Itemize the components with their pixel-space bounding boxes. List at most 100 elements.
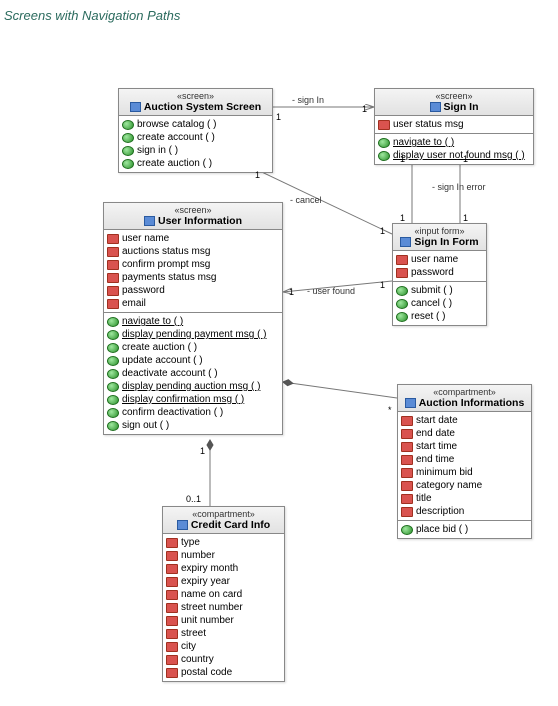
class-header: «screen»Sign In: [375, 89, 533, 116]
class-name: Sign In: [379, 101, 529, 113]
class-header: «screen»Auction System Screen: [119, 89, 272, 116]
attribute-row[interactable]: email: [104, 297, 282, 310]
attribute-row[interactable]: confirm prompt msg: [104, 258, 282, 271]
attribute-row[interactable]: country: [163, 653, 284, 666]
operation-row[interactable]: create auction ( ): [104, 341, 282, 354]
attribute-row[interactable]: end date: [398, 427, 531, 440]
operation-row[interactable]: cancel ( ): [393, 297, 486, 310]
class-name: User Information: [108, 215, 278, 227]
operation-row[interactable]: sign in ( ): [119, 144, 272, 157]
attribute-icon: [401, 416, 413, 426]
operation-row[interactable]: update account ( ): [104, 354, 282, 367]
attribute-label: user name: [411, 253, 458, 266]
operation-icon: [122, 146, 134, 156]
attribute-row[interactable]: minimum bid: [398, 466, 531, 479]
operation-icon: [107, 356, 119, 366]
operation-row[interactable]: place bid ( ): [398, 523, 531, 536]
attribute-row[interactable]: postal code: [163, 666, 284, 679]
class-icon: [405, 398, 416, 408]
operation-label: display pending payment msg ( ): [122, 328, 267, 341]
operation-row[interactable]: create account ( ): [119, 131, 272, 144]
attribute-row[interactable]: street number: [163, 601, 284, 614]
attribute-row[interactable]: user name: [104, 232, 282, 245]
class-header: «input form»Sign In Form: [393, 224, 486, 251]
attribute-row[interactable]: street: [163, 627, 284, 640]
operation-row[interactable]: display confirmation msg ( ): [104, 393, 282, 406]
attribute-label: description: [416, 505, 464, 518]
operation-row[interactable]: deactivate account ( ): [104, 367, 282, 380]
attribute-label: auctions status msg: [122, 245, 210, 258]
operation-label: submit ( ): [411, 284, 453, 297]
operation-row[interactable]: confirm deactivation ( ): [104, 406, 282, 419]
attribute-label: category name: [416, 479, 482, 492]
attribute-row[interactable]: name on card: [163, 588, 284, 601]
attribute-icon: [401, 455, 413, 465]
attribute-row[interactable]: description: [398, 505, 531, 518]
attribute-icon: [166, 616, 178, 626]
attribute-row[interactable]: auctions status msg: [104, 245, 282, 258]
operations-section: place bid ( ): [398, 521, 531, 538]
operation-label: sign out ( ): [122, 419, 169, 432]
attribute-row[interactable]: unit number: [163, 614, 284, 627]
class-icon: [400, 237, 411, 247]
class-name: Sign In Form: [397, 236, 482, 248]
attributes-section: user status msg: [375, 116, 533, 134]
operation-row[interactable]: display pending auction msg ( ): [104, 380, 282, 393]
attribute-row[interactable]: user status msg: [375, 118, 533, 131]
attribute-row[interactable]: number: [163, 549, 284, 562]
attribute-icon: [401, 429, 413, 439]
operation-icon: [107, 408, 119, 418]
class-auction_system[interactable]: «screen»Auction System Screen browse cata…: [118, 88, 273, 173]
attribute-row[interactable]: password: [104, 284, 282, 297]
class-sign_in[interactable]: «screen»Sign In user status msg navigate t…: [374, 88, 534, 165]
attribute-row[interactable]: category name: [398, 479, 531, 492]
attribute-icon: [107, 273, 119, 283]
operation-row[interactable]: navigate to ( ): [104, 315, 282, 328]
multiplicity: 1: [380, 280, 385, 290]
multiplicity: 1: [255, 170, 260, 180]
attribute-row[interactable]: start date: [398, 414, 531, 427]
multiplicity: 1: [276, 112, 281, 122]
attribute-icon: [166, 642, 178, 652]
operation-label: cancel ( ): [411, 297, 452, 310]
operation-row[interactable]: navigate to ( ): [375, 136, 533, 149]
attribute-row[interactable]: type: [163, 536, 284, 549]
class-sign_in_form[interactable]: «input form»Sign In Form user namepasswor…: [392, 223, 487, 326]
attribute-icon: [166, 603, 178, 613]
attribute-row[interactable]: expiry year: [163, 575, 284, 588]
operation-icon: [107, 330, 119, 340]
attribute-row[interactable]: start time: [398, 440, 531, 453]
attribute-label: password: [122, 284, 165, 297]
operation-row[interactable]: submit ( ): [393, 284, 486, 297]
edge-label: - sign In error: [432, 182, 486, 192]
attribute-row[interactable]: expiry month: [163, 562, 284, 575]
class-user_info[interactable]: «screen»User Information user nameauction…: [103, 202, 283, 435]
attribute-row[interactable]: user name: [393, 253, 486, 266]
stereotype: «compartment»: [402, 387, 527, 397]
operation-row[interactable]: display user not found msg ( ): [375, 149, 533, 162]
operation-row[interactable]: reset ( ): [393, 310, 486, 323]
attribute-row[interactable]: end time: [398, 453, 531, 466]
attribute-label: city: [181, 640, 196, 653]
attribute-label: country: [181, 653, 214, 666]
attribute-row[interactable]: password: [393, 266, 486, 279]
attribute-row[interactable]: title: [398, 492, 531, 505]
operation-row[interactable]: browse catalog ( ): [119, 118, 272, 131]
class-icon: [144, 216, 155, 226]
class-cc_info[interactable]: «compartment»Credit Card Infotypenumbere…: [162, 506, 285, 682]
operation-row[interactable]: create auction ( ): [119, 157, 272, 170]
attribute-label: email: [122, 297, 146, 310]
operation-row[interactable]: display pending payment msg ( ): [104, 328, 282, 341]
attribute-row[interactable]: payments status msg: [104, 271, 282, 284]
class-auction_infos[interactable]: «compartment»Auction Informationsstart d…: [397, 384, 532, 539]
multiplicity: 0..1: [186, 494, 201, 504]
operation-label: browse catalog ( ): [137, 118, 216, 131]
operation-label: navigate to ( ): [122, 315, 183, 328]
operation-icon: [107, 382, 119, 392]
operation-icon: [107, 395, 119, 405]
operation-label: place bid ( ): [416, 523, 468, 536]
attribute-row[interactable]: city: [163, 640, 284, 653]
attribute-label: confirm prompt msg: [122, 258, 210, 271]
operation-row[interactable]: sign out ( ): [104, 419, 282, 432]
class-header: «screen»User Information: [104, 203, 282, 230]
